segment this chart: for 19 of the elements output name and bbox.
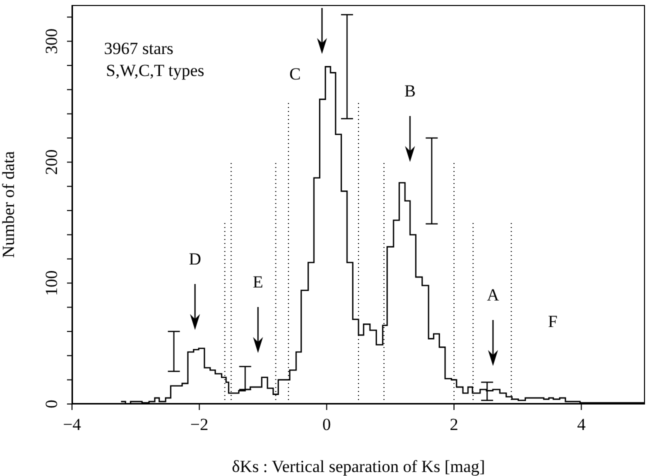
annotation: B xyxy=(404,82,416,100)
annotation: F xyxy=(548,312,558,332)
annotation: 3967 stars xyxy=(104,38,174,60)
annotation: A xyxy=(486,286,500,304)
x-tick-label: −2 xyxy=(190,415,208,434)
y-tick-label: 0 xyxy=(42,400,61,408)
x-tick-label: −4 xyxy=(62,415,82,434)
y-tick-label: 300 xyxy=(42,28,61,54)
y-axis-title: Number of data xyxy=(0,150,18,258)
x-tick-label: 2 xyxy=(450,415,458,434)
y-tick-label: 200 xyxy=(42,149,61,175)
x-tick-label: 0 xyxy=(322,415,331,434)
x-axis-title: δKs : Vertical separation of Ks [mag] xyxy=(232,457,486,476)
y-tick-label: 100 xyxy=(42,270,61,296)
annotation: E xyxy=(252,272,264,292)
x-tick-label: 4 xyxy=(577,415,586,434)
annotation: S,W,C,T types xyxy=(105,60,204,82)
annotation: C xyxy=(289,64,301,84)
annotation: D xyxy=(188,250,202,268)
